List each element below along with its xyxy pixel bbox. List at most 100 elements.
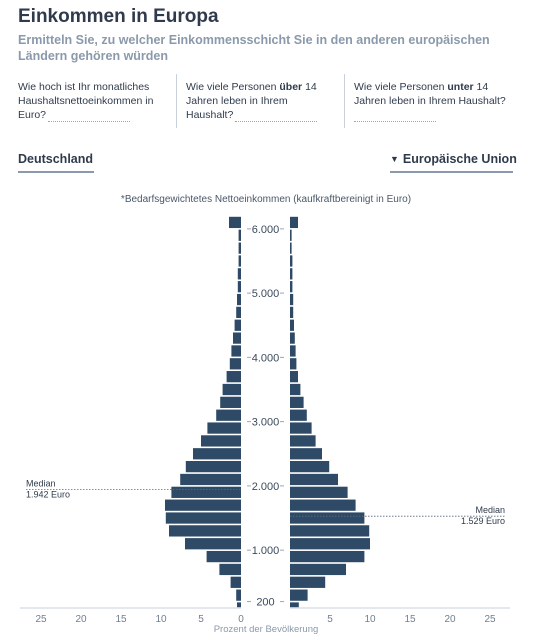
x-tick-label: 20 — [444, 614, 456, 625]
bar-right — [290, 332, 295, 344]
bar-left — [237, 293, 241, 306]
bar-left — [222, 383, 241, 396]
y-tick-label: 3.000 — [252, 417, 280, 429]
bar-left — [231, 345, 241, 357]
bar-left — [236, 589, 241, 601]
x-tick-label: 15 — [115, 614, 127, 625]
region-selector-right[interactable]: ▼ Europäische Union — [390, 152, 517, 173]
x-tick-label: 25 — [484, 614, 496, 625]
x-tick-label: 5 — [327, 614, 333, 625]
bar-left — [169, 525, 241, 537]
bar-right — [290, 371, 298, 383]
x-tick-label: 20 — [75, 614, 87, 625]
divider — [176, 74, 177, 128]
bar-left — [237, 268, 241, 280]
bar-right — [290, 422, 312, 434]
adults-input[interactable] — [235, 111, 318, 122]
y-tick-label: 200 — [256, 597, 274, 609]
bar-left — [229, 216, 241, 229]
page-subtitle: Ermitteln Sie, zu welcher Einkommensschi… — [18, 33, 490, 63]
y-tick-label: 6.000 — [252, 224, 280, 236]
bar-right — [290, 281, 293, 293]
page-title: Einkommen in Europa — [18, 6, 219, 27]
bar-left — [233, 332, 241, 344]
y-tick-label: 2.000 — [252, 481, 280, 493]
question-children-bold: unter — [447, 81, 474, 93]
bar-right — [290, 319, 294, 331]
median-value-right: 1.529 Euro — [461, 516, 505, 526]
question-children-pre: Wie viele Personen — [354, 81, 448, 93]
bar-right — [290, 216, 298, 229]
bar-right — [290, 499, 356, 511]
bar-right — [290, 589, 308, 601]
bar-left — [226, 371, 241, 383]
question-adults-pre: Wie viele Personen — [186, 81, 280, 93]
bar-left — [180, 473, 241, 486]
bar-left — [237, 281, 241, 293]
x-tick-label: 25 — [35, 614, 47, 625]
bar-left — [193, 448, 241, 460]
bar-left — [165, 499, 241, 511]
bar-left — [207, 422, 241, 434]
children-input[interactable] — [354, 111, 436, 122]
bar-right — [290, 268, 293, 280]
bar-left — [238, 229, 241, 241]
median-label-right: Median — [475, 505, 505, 515]
x-tick-label: 15 — [404, 614, 416, 625]
bar-right — [290, 563, 346, 576]
bar-left — [216, 409, 241, 421]
bar-left — [238, 242, 241, 254]
question-children-post: 14 Jahren leben in Ihrem Haushalt? — [354, 81, 506, 107]
income-input[interactable] — [48, 111, 131, 122]
x-axis-title: Prozent der Bevölkerung — [214, 624, 319, 635]
bar-right — [290, 473, 338, 486]
bar-left — [229, 358, 241, 370]
bar-right — [290, 512, 365, 524]
bar-left — [185, 538, 241, 550]
question-income-label: Wie hoch ist Ihr monatliches Haushaltsne… — [18, 81, 154, 121]
bar-right — [290, 525, 370, 537]
question-income: Wie hoch ist Ihr monatliches Haushaltsne… — [18, 80, 168, 122]
bar-left — [220, 396, 241, 408]
bar-left — [234, 319, 241, 331]
question-adults-post: 14 Jahren leben in Ihrem Haushalt? — [186, 81, 317, 121]
x-tick-label: 10 — [155, 614, 167, 625]
region-selector-label: Europäische Union — [402, 152, 517, 166]
bar-right — [290, 409, 307, 421]
bar-left — [238, 255, 241, 267]
bar-left — [219, 563, 241, 576]
x-tick-label: 10 — [364, 614, 376, 625]
bar-right — [290, 358, 297, 370]
bar-right — [290, 255, 293, 267]
bar-right — [290, 383, 301, 396]
bar-right — [290, 345, 296, 357]
bar-right — [290, 435, 316, 447]
question-adults: Wie viele Personen über 14 Jahren leben … — [186, 80, 336, 122]
median-label-left: Median — [26, 479, 56, 489]
bar-right — [290, 576, 326, 588]
bar-right — [290, 396, 304, 408]
country-selector-left[interactable]: Deutschland — [18, 152, 94, 173]
caret-down-icon: ▼ — [390, 154, 399, 164]
bar-left — [201, 435, 241, 447]
bar-left — [206, 550, 241, 563]
bar-left — [237, 602, 241, 608]
bar-right — [290, 448, 322, 460]
bar-right — [290, 229, 292, 241]
bar-left — [165, 512, 241, 524]
x-tick-label: 5 — [198, 614, 204, 625]
bar-right — [290, 460, 330, 473]
x-tick-label: 0 — [238, 614, 244, 625]
bar-right — [290, 242, 292, 254]
bar-right — [290, 550, 365, 563]
question-adults-bold: über — [279, 81, 303, 93]
y-tick-label: 5.000 — [252, 288, 280, 300]
bar-right — [290, 293, 294, 306]
chart-note: *Bedarfsgewichtetes Nettoeinkommen (kauf… — [121, 194, 411, 205]
bar-right — [290, 538, 370, 550]
y-tick-label: 4.000 — [252, 352, 280, 364]
median-value-left: 1.942 Euro — [26, 490, 70, 500]
bar-right — [290, 306, 294, 319]
bar-left — [230, 576, 241, 588]
question-children: Wie viele Personen unter 14 Jahren leben… — [354, 80, 519, 122]
